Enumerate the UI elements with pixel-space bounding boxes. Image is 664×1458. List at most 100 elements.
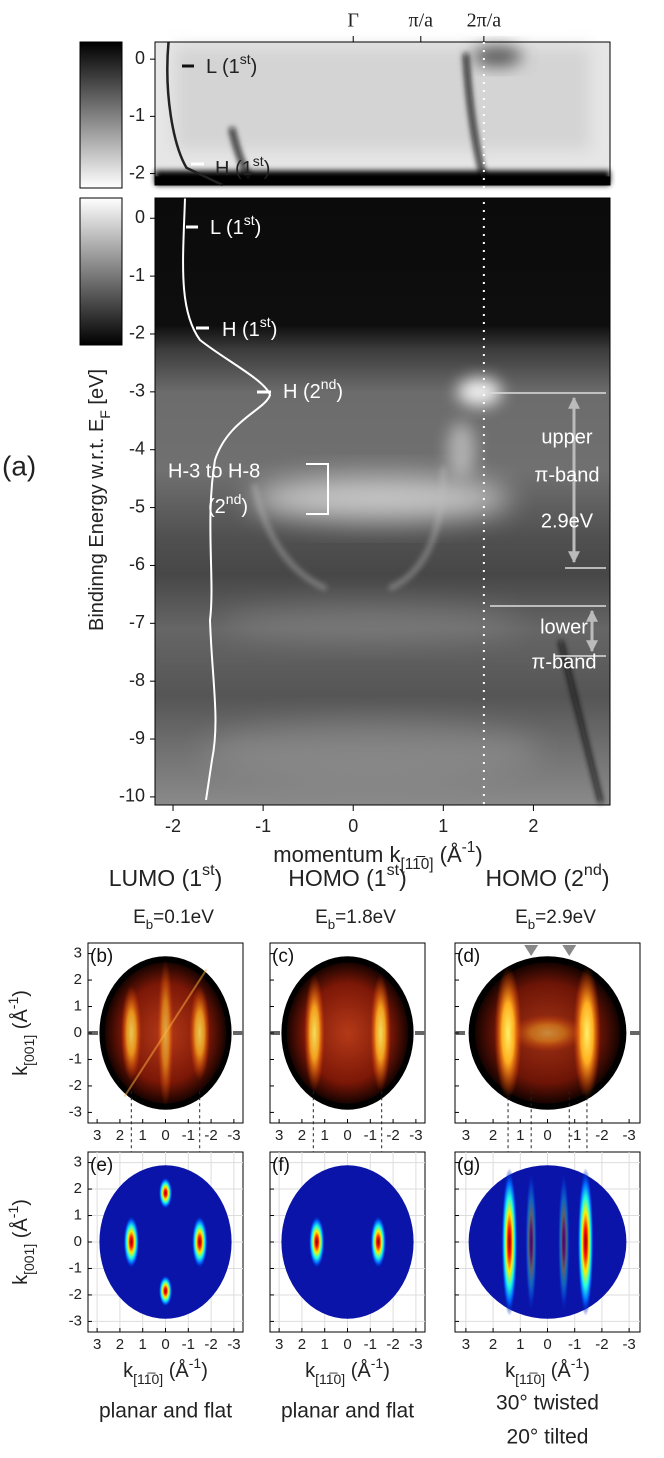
y-tick-label: 3 bbox=[74, 1154, 82, 1171]
intensity-stripe bbox=[121, 985, 142, 1081]
x-tick-label: 0 bbox=[543, 1336, 551, 1353]
y-tick-label: -1 bbox=[69, 1259, 82, 1276]
caption: 30° twisted bbox=[496, 1392, 599, 1415]
panel-label: (a) bbox=[2, 450, 36, 481]
x-tick-label: -2 bbox=[595, 1127, 608, 1144]
annotation-part: st bbox=[244, 212, 255, 228]
binding-energy: Eb=1.8eV bbox=[315, 907, 396, 932]
column-title-part: ) bbox=[215, 865, 223, 891]
column-title-part: LUMO (1 bbox=[109, 865, 202, 891]
binding-energy-part: E bbox=[515, 907, 528, 928]
binding-energy-part: =2.9eV bbox=[535, 907, 596, 928]
y-tick-label: -3 bbox=[129, 381, 145, 401]
annotation-part: H (1 bbox=[215, 158, 253, 180]
inset-noise bbox=[175, 47, 590, 150]
y-tick-label: -2 bbox=[129, 162, 145, 182]
y-tick-label: -3 bbox=[69, 1312, 82, 1329]
y-tick-label: -1 bbox=[129, 105, 145, 125]
y-axis-label-part: (Å bbox=[9, 1009, 32, 1035]
x-tick-label: 2 bbox=[116, 1336, 124, 1353]
y-axis-label-part: Bindinng Energy w.r.t. E bbox=[86, 419, 108, 631]
map-label: (d) bbox=[457, 946, 480, 967]
binding-energy-part: =1.8eV bbox=[335, 907, 396, 928]
y-tick-label: 0 bbox=[135, 207, 145, 227]
x-tick-label: -3 bbox=[227, 1127, 240, 1144]
column-title-part: nd bbox=[584, 861, 602, 879]
intensity-lobe bbox=[525, 1170, 538, 1314]
x-tick-label: -2 bbox=[165, 816, 181, 836]
intensity-lobe bbox=[501, 1167, 518, 1317]
x-axis-label-part: momentum k bbox=[273, 842, 401, 867]
x-tick-label: 1 bbox=[516, 1336, 524, 1353]
x-axis-label-part: [11̅0] bbox=[133, 1371, 163, 1387]
main-frame bbox=[154, 197, 611, 806]
momentum-map: (d) 3 2 1 0 -1 -2 -3 bbox=[454, 942, 641, 1144]
column-title-part: HOMO (1 bbox=[288, 865, 386, 891]
x-axis-label-part: [11̅0] bbox=[315, 1371, 345, 1387]
x-tick-label: 0 bbox=[161, 1127, 169, 1144]
y-tick-label: -10 bbox=[119, 786, 145, 806]
intensity-lobe bbox=[577, 1167, 594, 1317]
arpes-image bbox=[155, 197, 610, 805]
y-axis-label-part: -1 bbox=[5, 997, 21, 1010]
inset-profile bbox=[166, 41, 224, 187]
y-axis-label-part: [eV] bbox=[86, 369, 108, 410]
x-tick-label: 1 bbox=[321, 1336, 329, 1353]
map-label: (b) bbox=[90, 946, 113, 967]
top-tick-label: Γ bbox=[347, 10, 359, 32]
map-arrow bbox=[524, 945, 539, 956]
annotation-part: L (1 bbox=[210, 217, 244, 239]
map-disk bbox=[281, 1165, 414, 1319]
x-axis-label-part: [11̅0] bbox=[400, 856, 433, 873]
x-axis-label-part: -1 bbox=[462, 839, 476, 856]
intensity-stripe bbox=[189, 985, 210, 1081]
x-tick-label: 0 bbox=[161, 1336, 169, 1353]
annotation-part: ) bbox=[255, 217, 262, 239]
binding-energy-part: b bbox=[146, 917, 153, 932]
annotation-part: st bbox=[240, 51, 251, 67]
edc-profile bbox=[182, 197, 272, 801]
intensity-stripe bbox=[573, 966, 601, 1100]
intensity-stripe bbox=[509, 1014, 586, 1052]
y-axis-label-part: [001] bbox=[21, 1035, 37, 1066]
x-tick-label: 2 bbox=[489, 1127, 497, 1144]
x-tick-label: -2 bbox=[204, 1127, 217, 1144]
annotation-part: L (1 bbox=[206, 56, 240, 78]
colorbar bbox=[79, 197, 123, 346]
x-tick-label: -3 bbox=[622, 1127, 635, 1144]
intensity-lobe bbox=[158, 1275, 173, 1307]
y-axis-label-part: -1 bbox=[5, 1206, 21, 1219]
annotation-part: ) bbox=[271, 319, 278, 341]
y-axis-label-part: F bbox=[97, 410, 113, 419]
x-tick-label: -1 bbox=[182, 1127, 195, 1144]
x-axis-label: k[11̅0] (Å-1) bbox=[123, 1355, 208, 1387]
x-tick-label: 2 bbox=[116, 1127, 124, 1144]
y-tick-label: -7 bbox=[129, 612, 145, 632]
y-tick-label: -2 bbox=[129, 323, 145, 343]
x-axis-label-part: -1 bbox=[371, 1355, 384, 1371]
colorbar bbox=[79, 41, 123, 189]
x-tick-label: -3 bbox=[409, 1336, 422, 1353]
annotation-part: ) bbox=[241, 496, 248, 518]
x-axis-label: momentum k[11̅0] (Å-1) bbox=[273, 839, 482, 873]
x-tick-label: 1 bbox=[438, 816, 448, 836]
x-tick-label: 1 bbox=[516, 1127, 524, 1144]
x-axis-label-part: k bbox=[505, 1360, 516, 1382]
annotation: L (1st) bbox=[210, 212, 261, 240]
binding-energy: Eb=0.1eV bbox=[133, 907, 214, 932]
column-title: HOMO (2nd) bbox=[486, 861, 610, 891]
x-tick-label: 3 bbox=[275, 1127, 283, 1144]
y-axis-label: Bindinng Energy w.r.t. EF [eV] bbox=[86, 369, 112, 631]
y-tick-label: 2 bbox=[74, 1180, 82, 1197]
x-tick-label: 1 bbox=[139, 1127, 147, 1144]
annotation-part: st bbox=[253, 153, 264, 169]
band-annotation: π-band bbox=[535, 464, 600, 486]
band-annotation: lower bbox=[540, 616, 588, 638]
annotation-part: nd bbox=[321, 376, 337, 392]
intensity-lobe bbox=[370, 1215, 387, 1269]
y-axis-label-part: k bbox=[10, 1274, 32, 1285]
y-tick-label: -8 bbox=[129, 670, 145, 690]
